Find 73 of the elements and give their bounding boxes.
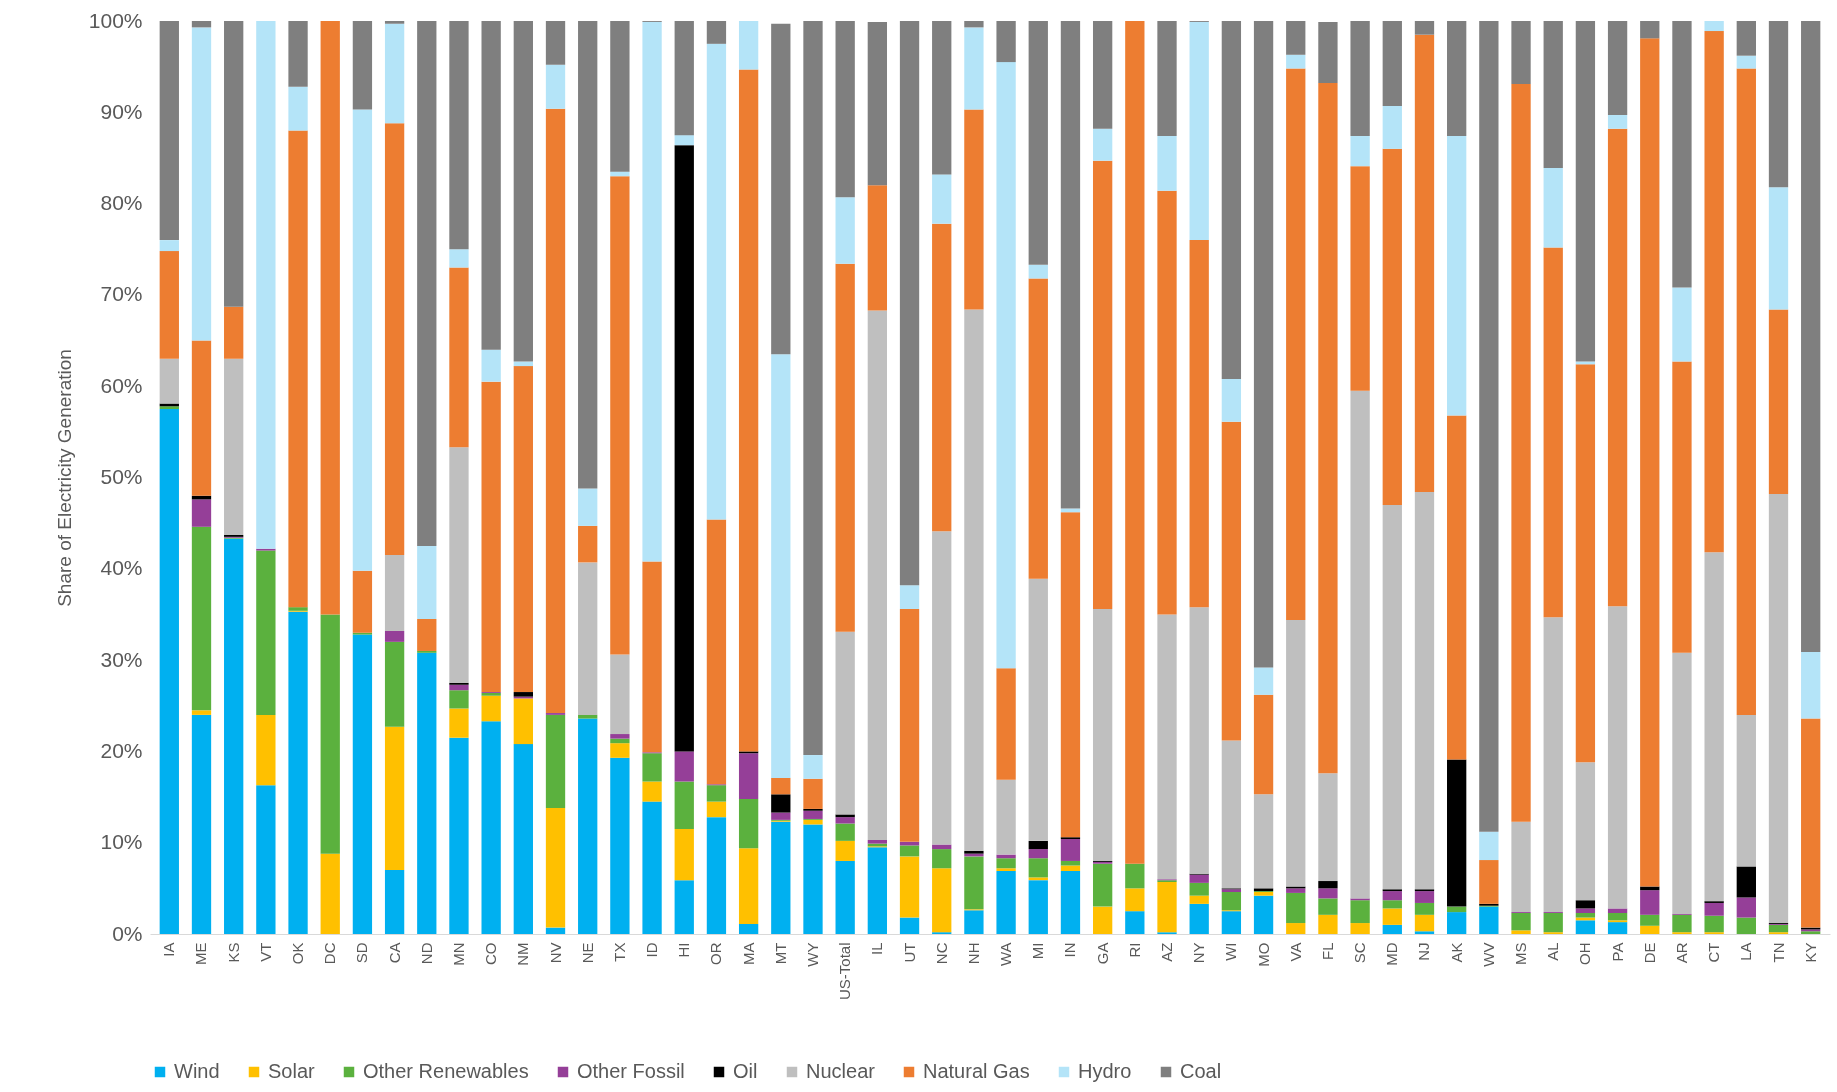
x-tick-label: DC — [321, 942, 339, 965]
x-tick-label: US-Total — [836, 942, 854, 1001]
y-tick-label: 0% — [112, 921, 143, 945]
y-tick-label: 60% — [100, 373, 143, 397]
x-tick-label: SC — [1351, 942, 1369, 964]
legend-label: Other Renewables — [363, 1060, 529, 1082]
legend-label: Nuclear — [806, 1060, 876, 1082]
x-tick-label: NY — [1190, 942, 1208, 964]
x-tick-label: NM — [514, 942, 532, 966]
x-tick-label: ME — [192, 942, 210, 965]
y-axis-title: Share of Electricity Generation — [53, 349, 75, 607]
x-tick-label: NH — [964, 942, 982, 965]
x-tick-label: VA — [1286, 942, 1304, 962]
x-tick-label: WA — [997, 942, 1015, 967]
y-tick-label: 40% — [100, 556, 143, 580]
x-tick-label: ID — [643, 942, 661, 958]
x-tick-label: AZ — [1158, 942, 1176, 962]
x-tick-label: WI — [1222, 942, 1240, 961]
x-tick-label: WV — [1479, 942, 1497, 967]
x-tick-label: HI — [675, 942, 693, 958]
legend-label: Wind — [174, 1060, 220, 1082]
x-tick-label: SD — [353, 942, 371, 964]
legend-label: Natural Gas — [923, 1060, 1030, 1082]
y-tick-label: 30% — [100, 647, 143, 671]
y-tick-label: 100% — [88, 8, 143, 32]
x-tick-label: NJ — [1415, 942, 1433, 961]
x-tick-label: VT — [256, 942, 274, 962]
x-tick-label: CA — [385, 942, 403, 964]
x-tick-label: IL — [868, 942, 886, 956]
x-tick-label: CT — [1705, 942, 1723, 963]
x-tick-label: MT — [771, 942, 789, 965]
x-tick-label: AR — [1672, 942, 1690, 964]
x-tick-label: AL — [1544, 942, 1562, 961]
x-tick-label: OR — [707, 942, 725, 965]
x-tick-label: WY — [803, 942, 821, 967]
legend-label: Oil — [733, 1060, 758, 1082]
x-tick-label: IA — [160, 942, 178, 957]
x-tick-label: NV — [546, 942, 564, 964]
x-tick-label: KY — [1801, 942, 1819, 963]
x-tick-label: IN — [1061, 942, 1079, 958]
legend-label: Hydro — [1078, 1060, 1132, 1082]
x-tick-label: NE — [578, 942, 596, 964]
y-tick-label: 20% — [100, 738, 143, 762]
x-tick-label: CO — [482, 942, 500, 965]
legend-label: Coal — [1180, 1060, 1222, 1082]
y-tick-label: 50% — [100, 465, 143, 488]
y-tick-label: 80% — [100, 191, 143, 215]
x-tick-label: UT — [900, 942, 918, 963]
x-tick-label: FL — [1318, 942, 1336, 961]
x-tick-label: MI — [1029, 942, 1047, 960]
x-tick-label: NC — [932, 942, 950, 965]
x-tick-label: ND — [417, 942, 435, 965]
x-tick-label: AK — [1447, 942, 1465, 963]
x-tick-label: TX — [610, 942, 628, 962]
y-tick-label: 90% — [100, 99, 143, 123]
legend-label: Other Fossil — [577, 1060, 685, 1082]
x-tick-label: TN — [1769, 942, 1787, 963]
x-tick-label: PA — [1608, 942, 1626, 962]
x-tick-label: GA — [1093, 942, 1111, 965]
x-tick-label: OK — [289, 942, 307, 965]
y-tick-label: 70% — [100, 282, 143, 306]
x-tick-label: DE — [1640, 942, 1658, 964]
x-tick-label: KS — [224, 942, 242, 963]
x-tick-label: MD — [1383, 942, 1401, 966]
x-tick-label: MO — [1254, 942, 1272, 967]
x-tick-label: RI — [1125, 942, 1143, 958]
legend-label: Solar — [268, 1060, 316, 1082]
x-tick-label: MN — [449, 942, 467, 966]
y-tick-label: 10% — [100, 830, 143, 854]
x-tick-label: LA — [1737, 942, 1755, 961]
x-tick-label: MS — [1512, 942, 1530, 965]
x-tick-label: OH — [1576, 942, 1594, 965]
x-tick-label: MA — [739, 942, 757, 965]
